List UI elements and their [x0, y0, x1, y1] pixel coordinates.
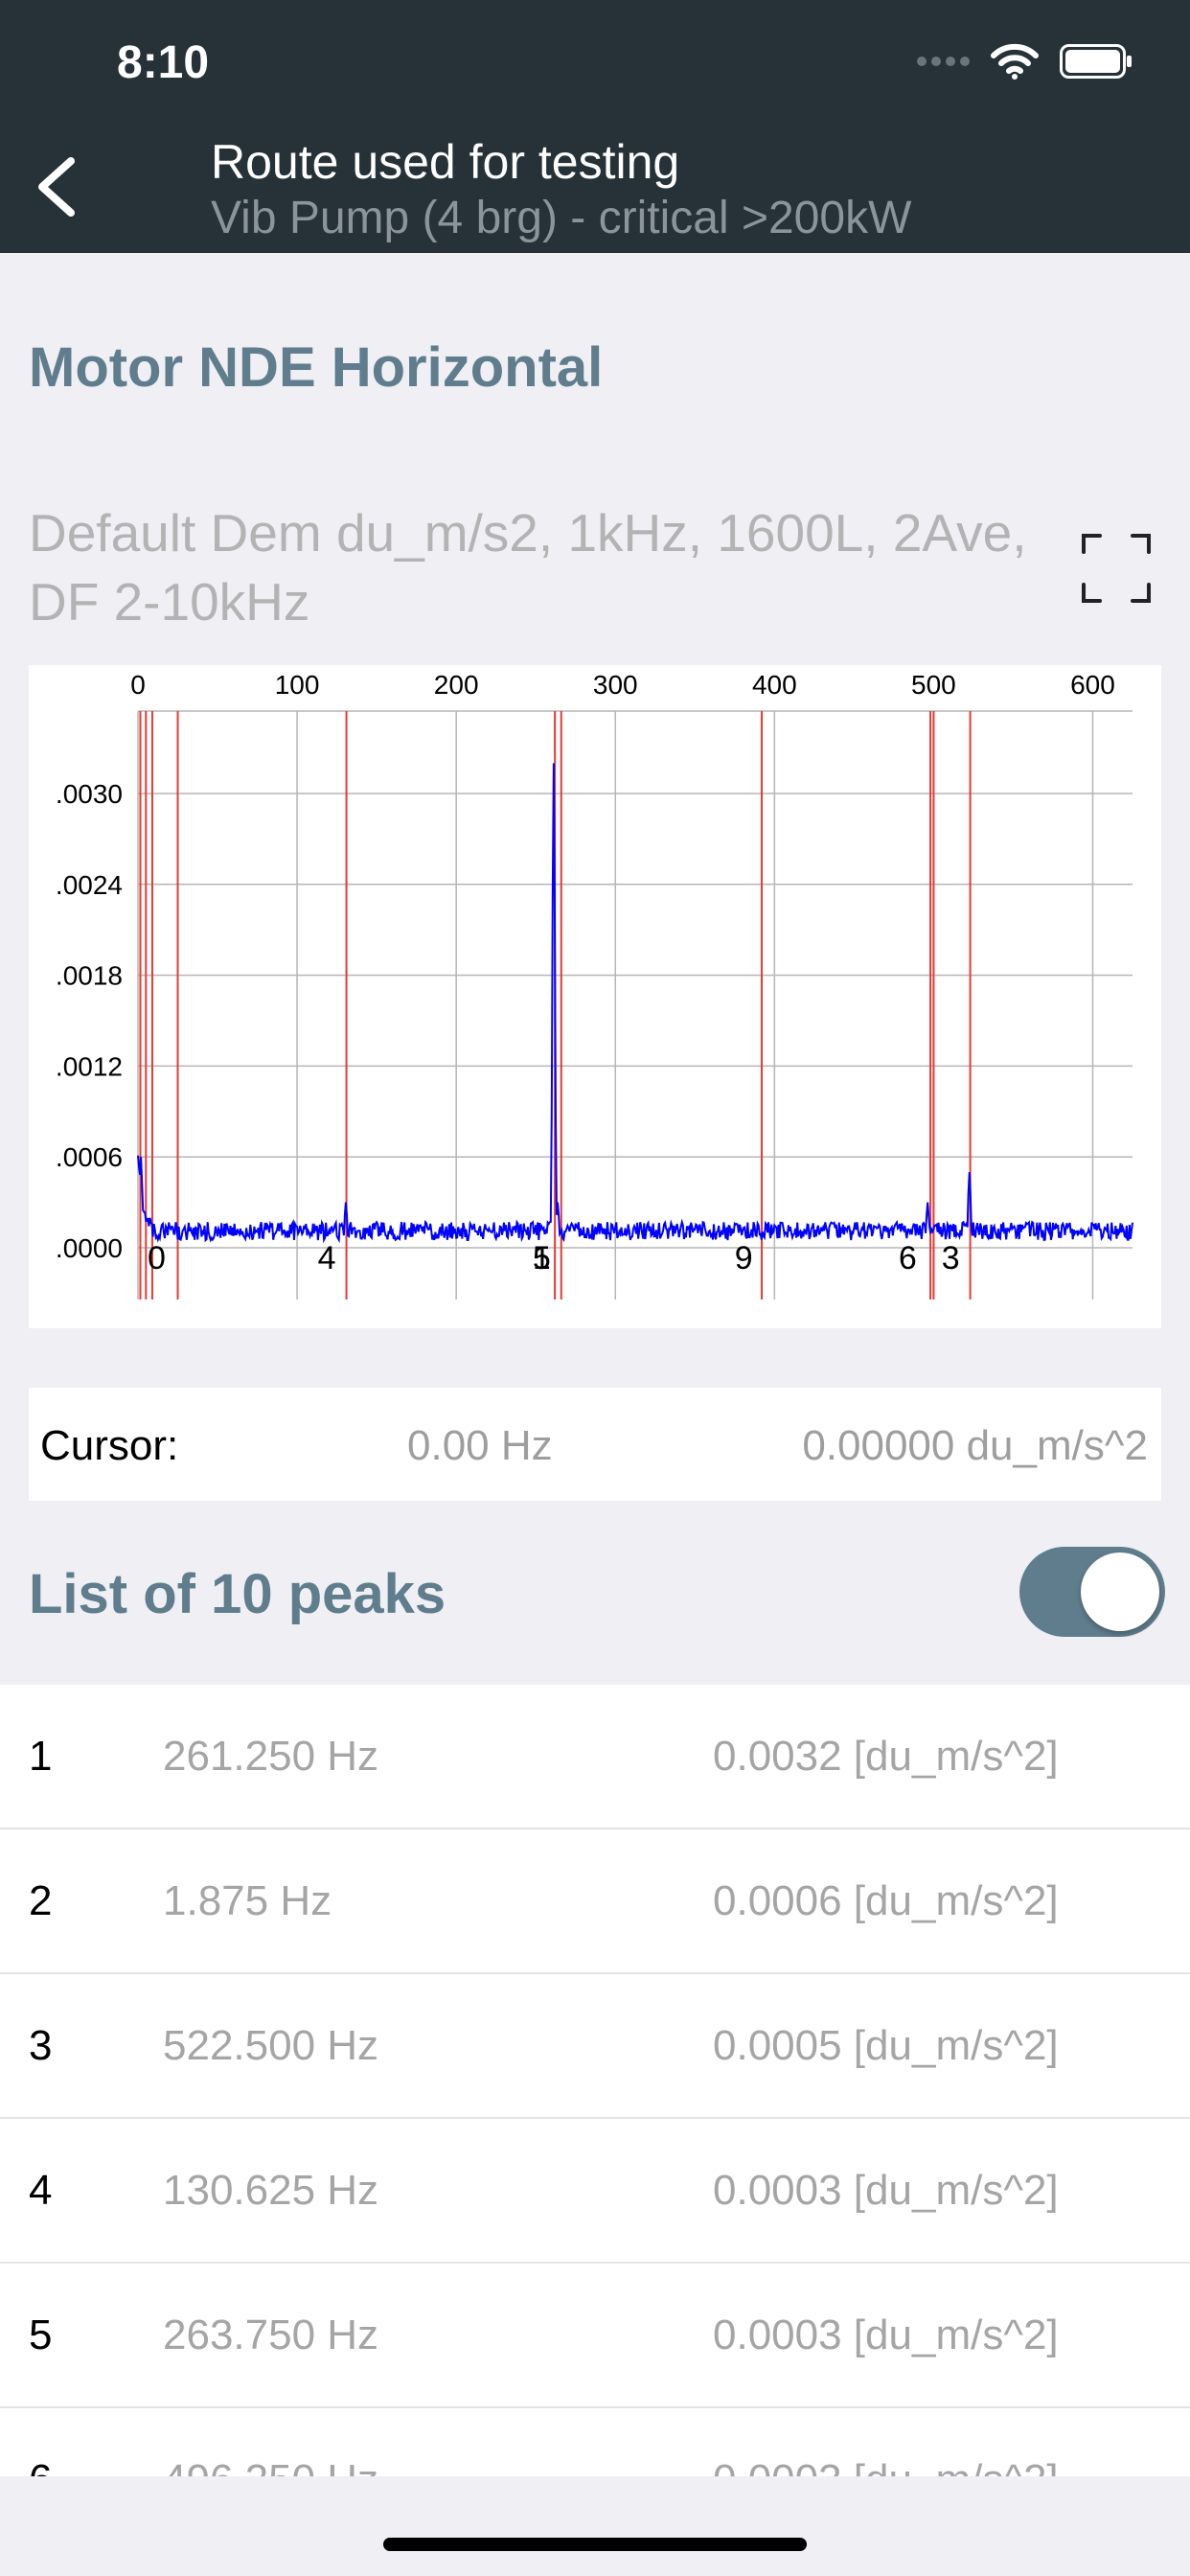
peak-frequency: 261.250 Hz: [163, 1733, 379, 1780]
app-header: 8:10 Route used for testing Vib Pump (4 …: [0, 0, 1190, 253]
peak-amplitude: 0.0006 [du_m/s^2]: [713, 1877, 1059, 1924]
peak-amplitude: 0.0003 [du_m/s^2]: [713, 2456, 1059, 2476]
peak-frequency: 496.250 Hz: [163, 2456, 378, 2476]
bottom-safe-area: [0, 2476, 1190, 2576]
cursor-amplitude: 0.00000 du_m/s^2: [802, 1422, 1148, 1469]
peak-row-5[interactable]: 5 263.750 Hz 0.0003 [du_m/s^2]: [0, 2264, 1190, 2408]
peak-amplitude: 0.0005 [du_m/s^2]: [713, 2022, 1059, 2069]
nav-subtitle: Vib Pump (4 brg) - critical >200kW: [211, 193, 912, 243]
peak-row-6[interactable]: 6 496.250 Hz 0.0003 [du_m/s^2]: [0, 2408, 1190, 2476]
status-time: 8:10: [117, 37, 210, 88]
peak-index: 6: [29, 2456, 52, 2476]
config-line-1: Default Dem du_m/s2, 1kHz, 1600L, 2Ave,: [29, 503, 1027, 563]
config-line-2: DF 2-10kHz: [29, 572, 310, 632]
x-tick-label: 200: [434, 670, 479, 700]
fullscreen-button[interactable]: [1081, 533, 1152, 604]
y-tick-label: .0012: [56, 1051, 123, 1081]
peak-amplitude: 0.0003 [du_m/s^2]: [713, 2312, 1059, 2358]
peak-frequency: 522.500 Hz: [163, 2022, 379, 2069]
peak-frequency: 130.625 Hz: [163, 2167, 379, 2214]
spectrum-chart-svg: 0 100 200 300 400 500 600 .0030 .0024 .0018 .0012.…: [56, 670, 1133, 1300]
peak-amplitude: 0.0003 [du_m/s^2]: [713, 2167, 1059, 2214]
peak-row-2[interactable]: 2 1.875 Hz 0.0006 [du_m/s^2]: [0, 1829, 1190, 1974]
peak-row-4[interactable]: 4 130.625 Hz 0.0003 [du_m/s^2]: [0, 2119, 1190, 2264]
x-tick-label: 500: [911, 670, 956, 700]
peak-number-label: 1: [533, 1240, 551, 1276]
wifi-icon: [991, 43, 1039, 80]
spectrum-chart[interactable]: 0 100 200 300 400 500 600 .0030 .0024 .0018 .0012.…: [29, 665, 1161, 1328]
peak-number-label: 9: [735, 1240, 753, 1276]
peak-row-1[interactable]: 1 261.250 Hz 0.0032 [du_m/s^2]: [0, 1685, 1190, 1829]
peak-number-label: 3: [942, 1240, 960, 1276]
peak-index: 2: [29, 1877, 53, 1924]
peak-number-label: 6: [899, 1240, 917, 1276]
cursor-label: Cursor:: [40, 1422, 179, 1469]
nav-title: Route used for testing: [211, 135, 680, 189]
peaks-title: List of 10 peaks: [29, 1563, 446, 1625]
battery-icon: [1060, 44, 1132, 79]
peak-list: 1 261.250 Hz 0.0032 [du_m/s^2] 2 1.875 H…: [0, 1685, 1190, 2476]
x-tick-label: 300: [593, 670, 638, 700]
measurement-point-title: Motor NDE Horizontal: [29, 336, 604, 399]
peak-number-label: 4: [318, 1240, 336, 1276]
y-tick-label: .0000: [56, 1233, 123, 1263]
signal-dots-icon: [917, 57, 970, 66]
x-tick-label: 600: [1070, 670, 1115, 700]
peak-index: 5: [29, 2312, 53, 2358]
status-icons: [917, 42, 1133, 80]
peak-index: 3: [29, 2022, 53, 2069]
back-button[interactable]: [29, 153, 86, 220]
x-tick-label: 100: [275, 670, 320, 700]
cursor-readout: Cursor: 0.00 Hz 0.00000 du_m/s^2: [29, 1388, 1161, 1501]
x-tick-label: 400: [752, 670, 797, 700]
cursor-frequency: 0.00 Hz: [407, 1422, 553, 1469]
fullscreen-icon: [1082, 534, 1151, 603]
chevron-left-icon: [38, 157, 75, 217]
peak-number-label: 5: [533, 1240, 551, 1276]
peak-amplitude: 0.0032 [du_m/s^2]: [713, 1733, 1059, 1780]
peak-index: 4: [29, 2167, 53, 2214]
peak-index: 1: [29, 1733, 53, 1780]
peak-row-3[interactable]: 3 522.500 Hz 0.0005 [du_m/s^2]: [0, 1974, 1190, 2119]
peak-frequency: 1.875 Hz: [163, 1877, 332, 1924]
y-tick-label: .0006: [56, 1142, 123, 1172]
y-tick-label: .0018: [56, 961, 123, 991]
home-indicator: [383, 2538, 807, 2551]
x-tick-label: 0: [130, 670, 146, 700]
peak-number-label: 0: [148, 1240, 166, 1276]
peaks-toggle[interactable]: [1019, 1547, 1165, 1637]
spectrum-line: [137, 763, 1133, 1244]
peak-frequency: 263.750 Hz: [163, 2312, 379, 2358]
y-tick-label: .0030: [56, 779, 123, 809]
toggle-knob: [1081, 1552, 1159, 1631]
y-tick-label: .0024: [56, 870, 123, 900]
